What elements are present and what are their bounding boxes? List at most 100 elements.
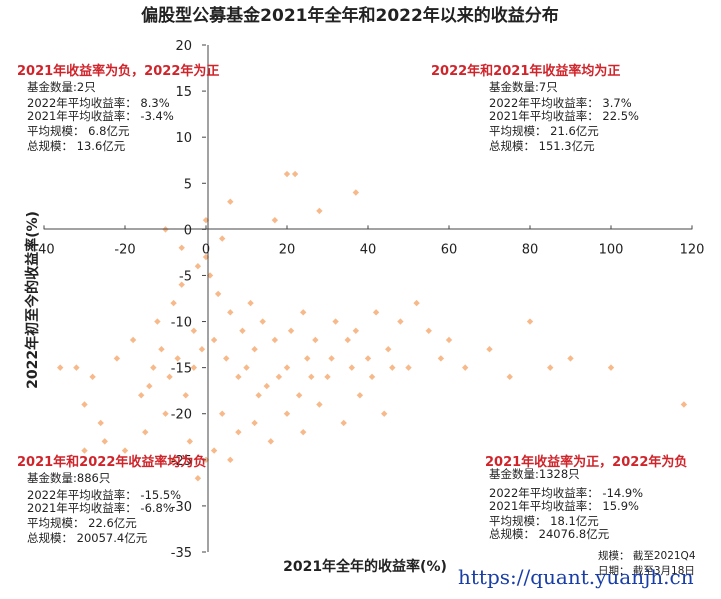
scatter-point bbox=[73, 364, 80, 371]
x-tick-label: 60 bbox=[441, 242, 458, 257]
scatter-point bbox=[328, 355, 335, 362]
scatter-point bbox=[283, 170, 291, 178]
annotation-line: 总规模： 24076.8亿元 bbox=[489, 527, 610, 541]
scatter-point bbox=[368, 373, 376, 381]
scatter-point bbox=[385, 346, 392, 353]
scatter-point bbox=[239, 327, 246, 334]
scale-note: 规模： 截至2021Q4 bbox=[598, 549, 696, 562]
scatter-point bbox=[186, 438, 193, 445]
scatter-point bbox=[190, 327, 198, 334]
scatter-point bbox=[287, 327, 295, 334]
scatter-point bbox=[332, 318, 339, 325]
annotation-line: 平均规模： 22.6亿元 bbox=[27, 516, 137, 530]
x-tick-label: 80 bbox=[522, 242, 539, 257]
scatter-point bbox=[397, 318, 404, 325]
scatter-point bbox=[214, 290, 222, 298]
scatter-point bbox=[97, 419, 104, 427]
annotation-line: 2022年平均收益率： -14.9% bbox=[489, 486, 643, 500]
scatter-point bbox=[372, 309, 380, 316]
annotation-title: 2021年收益率为负，2022年为正 bbox=[17, 63, 219, 79]
scatter-point bbox=[259, 318, 266, 325]
scatter-point bbox=[101, 438, 108, 445]
scatter-point bbox=[348, 364, 355, 371]
scatter-point bbox=[174, 355, 181, 362]
scatter-point bbox=[227, 198, 234, 205]
y-tick-label: 0 bbox=[184, 223, 192, 238]
scatter-point bbox=[219, 235, 226, 242]
scatter-point bbox=[223, 355, 230, 362]
scatter-point bbox=[312, 336, 319, 344]
scatter-point bbox=[166, 373, 173, 381]
scatter-point bbox=[154, 318, 161, 325]
scatter-point bbox=[255, 392, 262, 399]
annotation-title: 2022年和2021年收益率均为正 bbox=[431, 63, 620, 79]
x-tick-label: -20 bbox=[114, 242, 135, 257]
scatter-point bbox=[291, 170, 299, 178]
x-tick-label: 0 bbox=[202, 242, 210, 257]
scatter-point bbox=[121, 447, 129, 454]
annotation-line: 总规模： 151.3亿元 bbox=[489, 139, 595, 153]
scatter-points bbox=[57, 170, 688, 482]
scatter-point bbox=[170, 456, 177, 464]
scatter-point bbox=[162, 410, 169, 417]
scatter-point bbox=[356, 392, 364, 399]
scatter-point bbox=[389, 364, 396, 371]
annotation-bottom-left: 2021年和2022年收益率均为负 基金数量:886只 2022年平均收益率： … bbox=[17, 454, 206, 545]
scatter-point bbox=[506, 373, 513, 381]
scatter-point bbox=[405, 364, 412, 371]
scatter-point bbox=[437, 355, 445, 362]
y-axis-label: 2022年初至今的收益率(%) bbox=[24, 211, 41, 389]
y-tick-label: -5 bbox=[179, 269, 192, 284]
annotation-title: 2021年收益率为正，2022年为负 bbox=[485, 454, 687, 470]
x-axis-label: 2021年全年的收益率(%) bbox=[283, 558, 447, 575]
scatter-point bbox=[247, 299, 254, 307]
scatter-point bbox=[190, 364, 198, 371]
y-tick-label: -15 bbox=[171, 362, 192, 377]
annotation-line: 2022年平均收益率： 8.3% bbox=[27, 96, 170, 110]
scatter-point bbox=[210, 336, 218, 344]
scatter-point bbox=[381, 410, 388, 417]
annotation-line: 平均规模： 6.8亿元 bbox=[27, 124, 130, 138]
scatter-point bbox=[526, 318, 534, 325]
scatter-point bbox=[364, 355, 372, 362]
scatter-point bbox=[263, 382, 270, 390]
scatter-point bbox=[150, 364, 157, 371]
scatter-point bbox=[316, 207, 323, 215]
scatter-point bbox=[680, 401, 688, 408]
scatter-point bbox=[219, 410, 226, 417]
y-tick-label: 10 bbox=[175, 131, 192, 146]
scatter-point bbox=[425, 327, 432, 334]
y-tick-label: -35 bbox=[171, 546, 192, 561]
x-tick-label: 120 bbox=[680, 242, 705, 257]
annotation-line: 总规模： 13.6亿元 bbox=[27, 139, 126, 153]
y-tick-label: 5 bbox=[184, 177, 192, 192]
y-tick-label: -25 bbox=[171, 454, 192, 469]
scatter-point bbox=[316, 401, 323, 408]
annotation-line: 基金数量:7只 bbox=[489, 80, 558, 94]
annotation-line: 2022年平均收益率： 3.7% bbox=[489, 96, 632, 110]
scatter-point bbox=[300, 428, 307, 436]
scatter-point bbox=[251, 346, 258, 353]
scatter-point bbox=[275, 373, 283, 381]
scatter-point bbox=[227, 456, 234, 464]
scatter-point bbox=[462, 364, 469, 371]
scatter-point bbox=[235, 428, 242, 436]
annotation-line: 2021年平均收益率： 22.5% bbox=[489, 109, 639, 123]
scatter-point bbox=[283, 364, 291, 371]
scatter-point bbox=[251, 419, 258, 427]
scatter-point bbox=[283, 410, 291, 417]
scatter-point bbox=[158, 346, 165, 353]
annotation-line: 2022年平均收益率： -15.5% bbox=[27, 488, 181, 502]
y-tick-label: -30 bbox=[171, 500, 192, 515]
scatter-point bbox=[267, 438, 274, 445]
y-tick-label: 20 bbox=[175, 39, 192, 54]
scatter-point bbox=[567, 355, 574, 362]
scatter-point bbox=[352, 189, 360, 196]
scatter-point bbox=[486, 346, 493, 353]
annotation-line: 基金数量:1328只 bbox=[489, 467, 580, 481]
annotation-line: 2021年平均收益率： -3.4% bbox=[27, 109, 174, 123]
scatter-point bbox=[194, 475, 202, 482]
annotation-line: 总规模： 20057.4亿元 bbox=[27, 531, 148, 545]
x-tick-label: 20 bbox=[279, 242, 296, 257]
y-tick-label: 15 bbox=[175, 85, 192, 100]
